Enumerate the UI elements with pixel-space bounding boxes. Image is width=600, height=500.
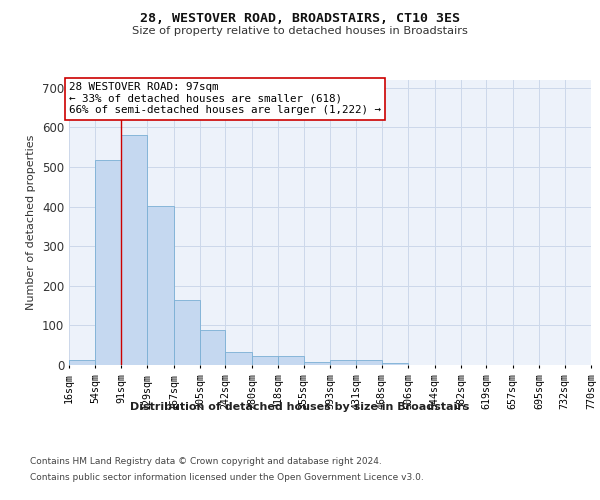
Bar xyxy=(200,330,226,365)
Text: Distribution of detached houses by size in Broadstairs: Distribution of detached houses by size … xyxy=(130,402,470,412)
Bar xyxy=(121,136,147,365)
Text: Size of property relative to detached houses in Broadstairs: Size of property relative to detached ho… xyxy=(132,26,468,36)
Bar xyxy=(382,363,408,365)
Bar xyxy=(278,356,304,365)
Bar xyxy=(69,360,95,365)
Bar xyxy=(226,352,252,365)
Bar xyxy=(95,160,121,365)
Bar xyxy=(147,206,173,365)
Text: 28 WESTOVER ROAD: 97sqm
← 33% of detached houses are smaller (618)
66% of semi-d: 28 WESTOVER ROAD: 97sqm ← 33% of detache… xyxy=(69,82,381,115)
Text: Contains public sector information licensed under the Open Government Licence v3: Contains public sector information licen… xyxy=(30,472,424,482)
Y-axis label: Number of detached properties: Number of detached properties xyxy=(26,135,37,310)
Bar xyxy=(252,356,278,365)
Text: 28, WESTOVER ROAD, BROADSTAIRS, CT10 3ES: 28, WESTOVER ROAD, BROADSTAIRS, CT10 3ES xyxy=(140,12,460,26)
Bar xyxy=(356,360,382,365)
Bar xyxy=(330,360,356,365)
Bar xyxy=(173,300,200,365)
Text: Contains HM Land Registry data © Crown copyright and database right 2024.: Contains HM Land Registry data © Crown c… xyxy=(30,458,382,466)
Bar xyxy=(304,362,330,365)
